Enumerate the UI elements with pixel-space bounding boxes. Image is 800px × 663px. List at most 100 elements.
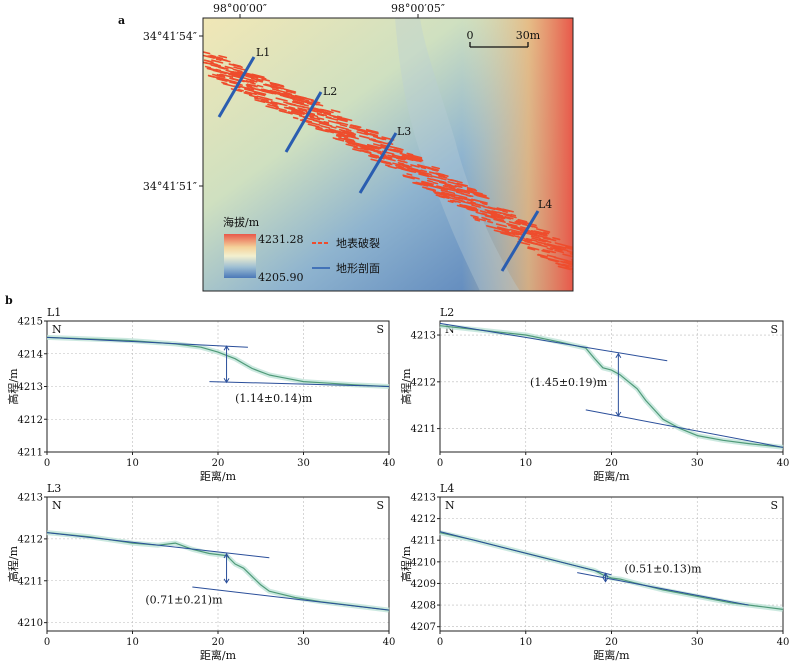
rupture-mark	[562, 253, 573, 258]
offset-label: (1.45±0.19)m	[530, 376, 608, 389]
rupture-mark	[537, 253, 548, 258]
rupture-mark	[395, 164, 404, 169]
rupture-mark	[255, 75, 267, 80]
offset-arrowhead-top	[602, 572, 609, 578]
rupture-mark	[380, 143, 388, 147]
rupture-mark	[245, 80, 255, 84]
lon-label-2: 98°00′05″	[391, 2, 445, 15]
x-axis-label: 距离/m	[200, 469, 237, 483]
y-tick-label: 4212	[411, 514, 436, 525]
x-axis-label: 距离/m	[593, 469, 630, 483]
rupture-mark	[395, 147, 404, 151]
profile-charts: 0 10 20 30 40 4211 4212 4213 4214 4215 L1 N S 距离/m 高程/…	[6, 306, 789, 662]
y-tick-label: 4211	[411, 424, 436, 435]
rupture-mark	[250, 75, 259, 79]
rupture-mark	[397, 161, 405, 165]
rupture-mark	[368, 145, 380, 150]
rupture-mark	[548, 250, 557, 254]
rupture-mark	[256, 79, 264, 83]
rupture-mark	[516, 232, 523, 236]
profile-lines: L1 L2 L3 L4	[217, 46, 552, 272]
rupture-mark	[456, 185, 463, 188]
rupture-mark	[307, 123, 320, 128]
rupture-mark	[547, 258, 559, 263]
rupture-mark	[230, 88, 243, 93]
rupture-mark	[412, 158, 419, 162]
scale-bar: 0 30m	[467, 29, 541, 48]
rupture-mark	[491, 216, 505, 222]
y-axis-label: 高程/m	[6, 545, 20, 582]
rupture-mark	[365, 129, 379, 135]
north-label: N	[445, 499, 455, 512]
chart-title: L4	[440, 482, 454, 495]
rupture-mark	[275, 102, 288, 107]
south-label: S	[770, 499, 778, 512]
rupture-mark	[436, 172, 445, 176]
rupture-mark	[506, 222, 518, 227]
map-frame	[202, 17, 574, 292]
x-tick-label: 40	[383, 458, 396, 469]
profile-chart-l3: 0 10 20 30 40 4210 4211 4212 4213 L3 N S 距离/m 高程/m (0.…	[6, 482, 395, 662]
rupture-mark	[508, 221, 521, 226]
rupture-mark	[529, 233, 540, 238]
rupture-mark	[420, 169, 428, 173]
rupture-mark	[253, 97, 260, 100]
rupture-mark	[552, 236, 561, 241]
rupture-mark	[569, 252, 573, 256]
rupture-mark	[244, 90, 257, 96]
rupture-mark	[380, 160, 393, 166]
y-tick-label: 4211	[411, 536, 436, 547]
rupture-mark	[502, 210, 508, 213]
rupture-mark	[502, 212, 513, 217]
rupture-mark	[381, 145, 388, 148]
rupture-mark	[221, 81, 228, 85]
legend-profile-label: 地形剖面	[336, 261, 380, 275]
rupture-mark	[574, 266, 584, 268]
chart-title: L3	[47, 482, 61, 495]
rupture-mark	[318, 122, 333, 127]
rupture-mark	[233, 66, 246, 71]
rupture-mark	[503, 213, 517, 219]
rupture-mark	[278, 109, 293, 115]
rupture-mark	[481, 202, 488, 206]
rupture-mark	[215, 58, 222, 62]
x-tick-label: 40	[383, 637, 396, 648]
y-tick-label: 4209	[411, 579, 436, 590]
rupture-mark	[299, 103, 309, 107]
rupture-mark	[295, 100, 302, 104]
rupture-mark	[274, 82, 280, 86]
x-tick-label: 30	[297, 458, 310, 469]
rupture-mark	[345, 139, 354, 143]
rupture-mark	[270, 83, 278, 87]
channel-shading	[395, 18, 520, 291]
rupture-mark	[248, 94, 259, 99]
rupture-mark	[385, 157, 396, 162]
rupture-mark	[537, 243, 548, 248]
rupture-mark	[204, 61, 212, 65]
rupture-mark	[316, 112, 327, 117]
rupture-mark	[233, 64, 243, 68]
surface-ruptures	[203, 51, 584, 274]
rupture-mark	[369, 133, 379, 137]
rupture-mark	[540, 255, 548, 259]
x-tick-label: 0	[437, 637, 443, 648]
rupture-mark	[253, 92, 266, 97]
offset-label: (0.71±0.21)m	[145, 594, 223, 607]
rupture-mark	[493, 229, 507, 234]
rupture-mark	[363, 150, 372, 155]
lon-label-1: 98°00′00″	[213, 2, 267, 15]
panel-b-label: b	[5, 294, 13, 307]
rupture-mark	[327, 120, 341, 125]
rupture-mark	[274, 85, 285, 90]
y-tick-label: 4213	[411, 331, 436, 342]
rupture-mark	[411, 157, 424, 162]
rupture-mark	[537, 231, 548, 235]
rupture-mark	[319, 121, 330, 126]
rupture-mark	[473, 192, 487, 198]
rupture-mark	[541, 249, 550, 254]
rupture-mark	[245, 84, 253, 87]
rupture-mark	[376, 137, 385, 141]
rupture-mark	[224, 65, 234, 70]
rupture-mark	[421, 181, 430, 185]
rupture-mark	[470, 201, 476, 204]
